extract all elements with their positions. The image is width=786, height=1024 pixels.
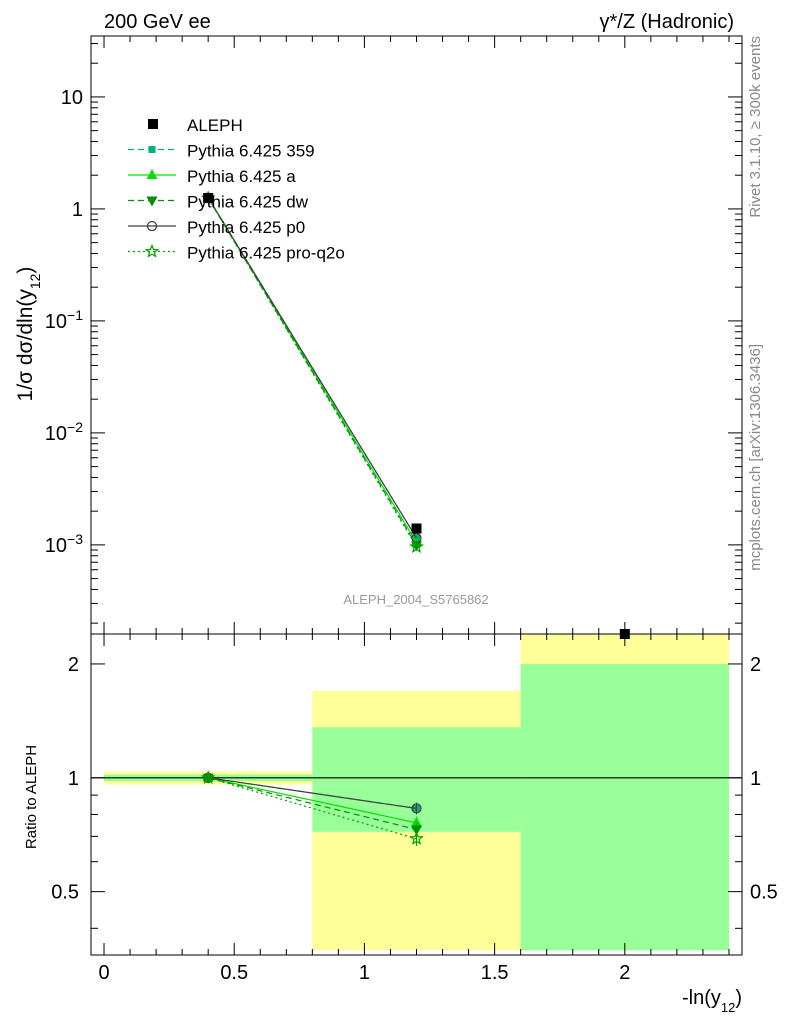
y-tick-exp: −1 — [67, 307, 83, 323]
main-series — [200, 190, 630, 639]
x-tick-label: 0.5 — [220, 962, 248, 984]
legend-label: Pythia 6.425 359 — [187, 142, 315, 161]
main-ylabel-close: ) — [14, 267, 37, 274]
ratio-series — [200, 770, 424, 847]
legend-marker — [148, 146, 156, 153]
legend-label: Pythia 6.425 p0 — [187, 218, 305, 237]
legend: ALEPH Pythia 6.425 359 Pythia 6.425 a Pythi… — [128, 116, 345, 263]
ratio-y-tick-label: 1 — [68, 768, 79, 790]
ratio-xlabel-close: ) — [735, 987, 742, 1009]
y-tick-label: 10 — [61, 87, 83, 109]
y-tick-base: 10 — [45, 423, 67, 445]
x-tick-label: 1.5 — [481, 962, 509, 984]
main-ylabel-text: 1/σ dσ/dln(y — [14, 289, 37, 402]
y-tick-exp: −2 — [67, 419, 83, 435]
ratio-panel: 0 0.5 1 1.5 2 0.5 0.5 1 1 2 2 — [51, 633, 778, 984]
y-tick-exp: −3 — [67, 531, 83, 547]
ratio-xlabel: -ln(y12) — [682, 987, 742, 1015]
legend-marker-data — [148, 119, 158, 129]
ratio-y-tick-label: 0.5 — [51, 882, 79, 904]
ratio-line-4 — [208, 777, 417, 840]
ratio-ylabel: Ratio to ALEPH — [23, 745, 40, 849]
main-ylabel-sub: 12 — [27, 273, 43, 289]
x-tick-label: 2 — [619, 962, 630, 984]
ratio-y-tick-label-right: 1 — [750, 768, 761, 790]
legend-label: Pythia 6.425 a — [187, 167, 296, 186]
series-line-2 — [207, 197, 418, 546]
legend-marker — [146, 220, 158, 232]
header-right: γ*/Z (Hadronic) — [600, 11, 734, 33]
band-inner-2 — [520, 663, 729, 951]
band-inner-1 — [312, 727, 521, 832]
rivet-label: Rivet 3.1.10, ≥ 300k events — [747, 36, 764, 218]
ratio-xlabel-text: -ln(y — [682, 987, 721, 1009]
ratio-bands — [104, 634, 729, 951]
y-tick-base: 10 — [45, 535, 67, 557]
y-tick-base: 10 — [45, 311, 67, 333]
ratio-line-1 — [208, 777, 417, 824]
legend-label: Pythia 6.425 dw — [187, 193, 309, 212]
legend-label: Pythia 6.425 pro-q2o — [187, 244, 345, 263]
ratio-xlabel-sub: 12 — [721, 1000, 735, 1015]
legend-marker — [146, 196, 158, 207]
data-point — [411, 523, 422, 534]
ratio-y-tick-label-right: 2 — [750, 654, 761, 676]
ratio-y-tick-label: 2 — [68, 654, 79, 676]
ratio-y-tick-label-right: 0.5 — [750, 882, 778, 904]
main-ylabel: 1/σ dσ/dln(y12) — [14, 267, 43, 402]
series-point-3 — [411, 532, 422, 544]
ratio-point-4 — [409, 831, 424, 845]
ratio-point-1 — [411, 816, 422, 827]
y-tick-label: 1 — [72, 199, 83, 221]
series-line-3 — [207, 197, 418, 539]
legend-label-data: ALEPH — [187, 116, 243, 135]
ratio-point-4 — [200, 770, 216, 784]
data-point — [203, 193, 214, 204]
y-tick-label: 10−3 — [45, 531, 83, 557]
ratio-line-2 — [208, 777, 417, 831]
y-tick-label: 10−1 — [45, 307, 83, 333]
mcplots-label: mcplots.cern.ch [arXiv:1306.3436] — [747, 344, 764, 571]
ratio-point-2 — [411, 825, 422, 836]
x-tick-label: 1 — [359, 962, 370, 984]
watermark: ALEPH_2004_S5765862 — [343, 592, 488, 607]
x-tick-label: 0 — [98, 962, 109, 984]
y-tick-label: 10−2 — [45, 419, 83, 445]
legend-marker — [146, 169, 158, 179]
ratio-point-3 — [411, 803, 422, 814]
series-point-4 — [409, 539, 424, 554]
legend-marker — [144, 243, 160, 258]
ratio-line-3 — [208, 777, 417, 809]
data-point-offscale — [619, 629, 630, 639]
header-left: 200 GeV ee — [104, 11, 211, 33]
